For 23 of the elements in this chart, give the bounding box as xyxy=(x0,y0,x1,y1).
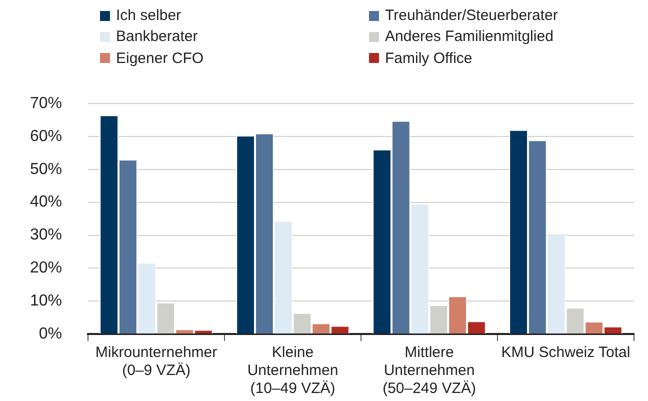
legend-label: Family Office xyxy=(385,50,472,67)
legend-label: Eigener CFO xyxy=(116,50,204,67)
category-label: Mittlere xyxy=(404,344,454,362)
category-label: (10–49 VZÄ) xyxy=(250,380,336,398)
legend-label: Treuhänder/Steuerberater xyxy=(385,7,558,24)
y-tick-label: 40% xyxy=(30,194,62,211)
y-tick-label: 60% xyxy=(30,128,62,145)
y-tick-label: 10% xyxy=(30,292,62,310)
legend-label: Ich selber xyxy=(116,7,182,24)
category-label: Mikrounternehmer xyxy=(95,344,218,362)
y-tick-label: 30% xyxy=(30,226,62,244)
category-label: Unternehmen xyxy=(247,362,338,380)
y-tick-label: 70% xyxy=(30,95,62,112)
category-label: Unternehmen xyxy=(384,362,475,380)
y-tick-label: 0% xyxy=(38,325,62,342)
y-tick-label: 50% xyxy=(30,160,62,178)
y-tick-label: 20% xyxy=(30,260,62,277)
legend-label: Anderes Familienmitglied xyxy=(385,28,554,46)
category-label: (0–9 VZÄ) xyxy=(122,362,190,380)
category-label: Kleine xyxy=(272,344,314,362)
category-label: (50–249 VZÄ) xyxy=(382,380,476,398)
legend-label: Bankberater xyxy=(116,28,198,46)
category-label: KMU Schweiz Total xyxy=(501,344,630,362)
